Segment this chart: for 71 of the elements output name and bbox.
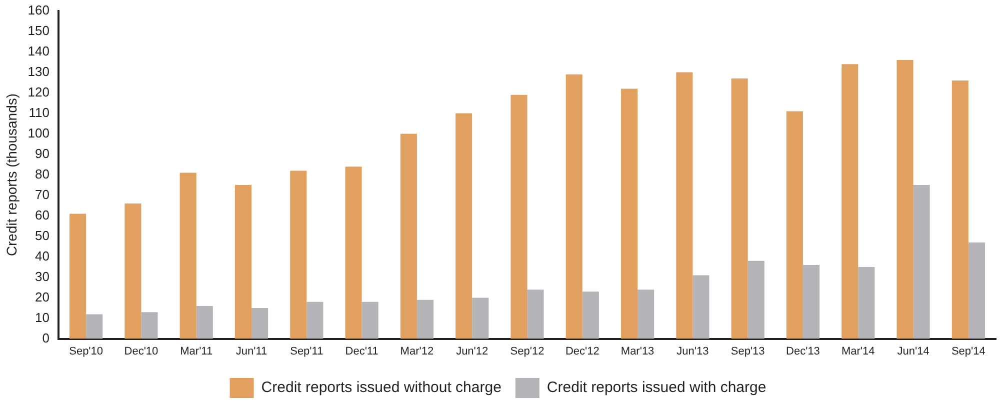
y-tick-label: 20 bbox=[35, 289, 50, 304]
y-tick-label: 100 bbox=[28, 125, 50, 140]
x-tick-label: Dec'11 bbox=[345, 345, 378, 358]
bar bbox=[786, 111, 803, 339]
y-tick-label: 60 bbox=[35, 207, 50, 222]
x-tick-label: Sep'12 bbox=[510, 345, 544, 358]
x-tick-label: Jun'14 bbox=[897, 345, 930, 358]
bar bbox=[731, 78, 748, 339]
bar bbox=[306, 302, 324, 339]
bar bbox=[676, 72, 693, 339]
y-tick-label: 50 bbox=[35, 228, 50, 243]
bar bbox=[124, 204, 142, 339]
bar bbox=[196, 306, 213, 339]
bar bbox=[70, 214, 86, 339]
x-tick-label: Dec'10 bbox=[124, 345, 158, 358]
bar bbox=[913, 185, 930, 339]
y-tick-label: 10 bbox=[35, 310, 50, 325]
y-tick-label: 40 bbox=[35, 248, 50, 264]
bar bbox=[858, 267, 875, 339]
x-tick-label: Dec'12 bbox=[565, 345, 600, 358]
y-tick-label: 150 bbox=[28, 22, 50, 38]
bar bbox=[416, 300, 434, 339]
bar bbox=[748, 260, 764, 339]
y-tick-label: 0 bbox=[42, 330, 50, 346]
x-tick-label: Jun'12 bbox=[456, 345, 488, 358]
y-axis-title: Credit reports (thousands) bbox=[3, 93, 20, 256]
y-tick-label: 90 bbox=[35, 146, 50, 161]
legend-label: Credit reports issued without charge bbox=[261, 379, 502, 396]
bar bbox=[582, 292, 599, 339]
y-tick-label: 70 bbox=[35, 186, 50, 202]
x-tick-label: Jun'11 bbox=[236, 345, 268, 358]
bar bbox=[952, 80, 968, 339]
bar bbox=[141, 312, 158, 339]
bar bbox=[345, 166, 362, 339]
bar bbox=[472, 298, 489, 339]
bar bbox=[510, 94, 528, 339]
legend-label: Credit reports issued with charge bbox=[546, 379, 766, 396]
y-tick-label: 140 bbox=[28, 43, 50, 58]
bar bbox=[234, 185, 252, 339]
bar bbox=[968, 242, 985, 339]
x-tick-label: Mar'12 bbox=[400, 345, 434, 358]
y-tick-label: 130 bbox=[28, 64, 50, 79]
bar bbox=[638, 290, 654, 339]
bar bbox=[842, 64, 858, 339]
bar bbox=[692, 275, 710, 339]
x-tick-label: Sep'11 bbox=[290, 345, 324, 358]
x-tick-label: Mar'13 bbox=[620, 345, 654, 358]
bar bbox=[620, 88, 638, 339]
bar bbox=[527, 290, 544, 339]
y-tick-label: 120 bbox=[28, 84, 50, 100]
bar bbox=[362, 302, 378, 339]
x-tick-label: Sep'13 bbox=[730, 345, 765, 358]
bar bbox=[400, 134, 417, 339]
x-tick-label: Mar'14 bbox=[841, 345, 875, 358]
x-tick-label: Jun'13 bbox=[676, 345, 709, 358]
bar bbox=[252, 308, 268, 339]
bar bbox=[86, 314, 103, 339]
bar bbox=[456, 113, 472, 339]
y-tick-label: 110 bbox=[28, 104, 50, 120]
x-tick-label: Dec'13 bbox=[786, 345, 820, 358]
bar bbox=[180, 172, 196, 339]
bar bbox=[896, 60, 914, 339]
bar bbox=[802, 265, 820, 339]
y-tick-label: 30 bbox=[35, 268, 50, 284]
bar bbox=[290, 170, 307, 339]
y-tick-label: 80 bbox=[35, 166, 50, 182]
bar bbox=[566, 74, 582, 339]
x-tick-label: Mar'11 bbox=[180, 345, 213, 358]
x-tick-label: Sep'10 bbox=[69, 345, 104, 358]
y-tick-label: 160 bbox=[28, 2, 50, 18]
x-tick-label: Sep'14 bbox=[951, 345, 986, 358]
